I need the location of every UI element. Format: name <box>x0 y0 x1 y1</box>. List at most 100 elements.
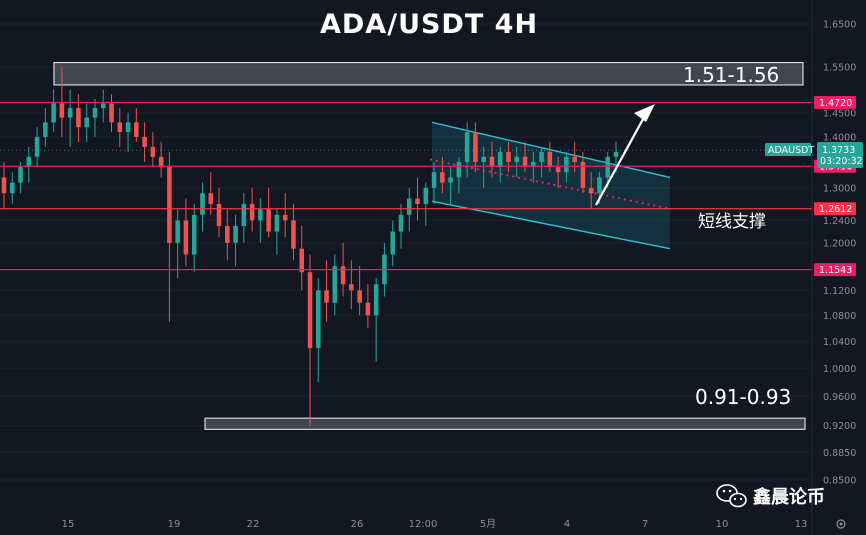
price-tick-label: 1.3000 <box>823 183 856 194</box>
price-tick-label: 0.9200 <box>823 421 856 432</box>
time-tick-label: 12:00 <box>409 519 438 530</box>
candle-body <box>34 136 40 157</box>
current-price-value: 1.3733 <box>822 145 855 156</box>
candle-body <box>473 132 478 162</box>
symbol-tag-bg <box>765 143 811 156</box>
candle-body <box>208 193 214 204</box>
candle-body <box>51 103 56 123</box>
candle-body <box>225 225 230 243</box>
breakout-arrow <box>595 104 655 206</box>
candle-body <box>191 214 197 255</box>
candle-body <box>117 122 123 133</box>
candle-body <box>76 108 81 128</box>
level-price-tag <box>814 95 856 109</box>
time-tick-label: 4 <box>564 519 570 530</box>
candle-body <box>464 132 470 162</box>
support-zone <box>204 417 806 430</box>
support-zone-label: 0.91-0.93 <box>695 385 791 409</box>
candle-body <box>406 198 412 215</box>
price-tick-label: 1.4000 <box>823 132 856 143</box>
candle-body <box>605 156 611 178</box>
candle-body <box>43 122 48 137</box>
price-tick-label: 1.0400 <box>823 337 856 348</box>
watermark-name: 鑫晨论币 <box>752 486 825 508</box>
candle-body <box>547 151 553 168</box>
level-price-tag <box>814 263 856 277</box>
candle-body <box>241 203 247 226</box>
candle-body <box>134 122 139 137</box>
price-tag-bg <box>817 142 863 168</box>
candle-body <box>299 248 305 273</box>
candle-body <box>59 103 65 118</box>
candle-body <box>357 290 362 303</box>
candle-body <box>26 156 32 168</box>
candle-body <box>349 284 354 291</box>
price-tick-label: 1.6500 <box>823 20 856 31</box>
candle-body <box>183 220 189 255</box>
level-price-tag <box>814 202 856 216</box>
candle-body <box>282 214 288 221</box>
time-axis[interactable]: 15 19 22 26 12:00 5月 4 7 10 13 <box>62 518 808 530</box>
candle-body <box>315 290 321 348</box>
price-tick-label: 0.9600 <box>823 392 856 403</box>
candle-body <box>506 151 511 162</box>
candle-body <box>514 156 520 162</box>
bar-countdown: 03:20:32 <box>820 156 863 167</box>
candle-body <box>216 203 222 226</box>
candle-body <box>398 214 404 232</box>
arrow-shaft <box>595 109 649 206</box>
price-axis[interactable]: 1.6500 1.5500 1.4500 1.4000 1.3000 1.2400 1.20… <box>823 20 856 487</box>
candle-body <box>564 156 569 173</box>
candle-body <box>233 225 238 243</box>
time-tick-label: 15 <box>62 519 75 530</box>
candle-body <box>92 108 98 118</box>
candle-body <box>390 231 395 255</box>
price-grid <box>0 23 812 481</box>
candle-body <box>125 122 131 133</box>
candle-body <box>167 167 172 243</box>
short-term-support-label: 短线支撑 <box>698 212 766 232</box>
candle-body <box>572 156 577 162</box>
candle-body <box>497 151 503 168</box>
candle-body <box>580 161 586 188</box>
candle-body <box>67 108 73 118</box>
price-tick-label: 1.0800 <box>823 311 856 322</box>
candle-body <box>431 172 437 188</box>
arrow-head <box>634 104 655 122</box>
time-tick-label: 10 <box>716 519 729 530</box>
candle-body <box>200 193 205 215</box>
level-price-label: 1.2612 <box>819 204 852 215</box>
time-tick-label: 13 <box>795 519 808 530</box>
candle-body <box>448 177 453 183</box>
candle-body <box>266 209 271 232</box>
candle-body <box>481 156 486 162</box>
candle-body <box>555 167 561 173</box>
time-tick-label: 22 <box>247 519 260 530</box>
channel-midline <box>429 158 669 210</box>
candle-body <box>423 187 429 204</box>
chart-title: ADA/USDT 4H <box>320 9 538 40</box>
candle-body <box>597 177 602 194</box>
gear-icon[interactable] <box>836 519 846 529</box>
price-tick-label: 1.0000 <box>823 364 856 375</box>
time-tick-label: 26 <box>351 519 364 530</box>
candle-body <box>489 156 495 168</box>
candle-body <box>142 136 147 147</box>
level-price-label: 1.1543 <box>819 265 852 276</box>
candle-body <box>100 103 106 109</box>
candle-body <box>531 161 536 168</box>
candle-body <box>175 220 180 243</box>
current-price-tag: ADAUSDT 1.3733 03:20:32 <box>765 142 863 168</box>
candle-body <box>150 146 156 157</box>
candle-body <box>539 151 544 162</box>
watermark: 鑫晨论币 <box>716 484 825 508</box>
candle-body <box>415 198 420 204</box>
candle-body <box>158 156 164 168</box>
time-tick-label: 5月 <box>480 518 496 530</box>
candle-body <box>365 302 371 316</box>
wechat-icon <box>716 484 747 508</box>
candle-body <box>324 290 329 303</box>
